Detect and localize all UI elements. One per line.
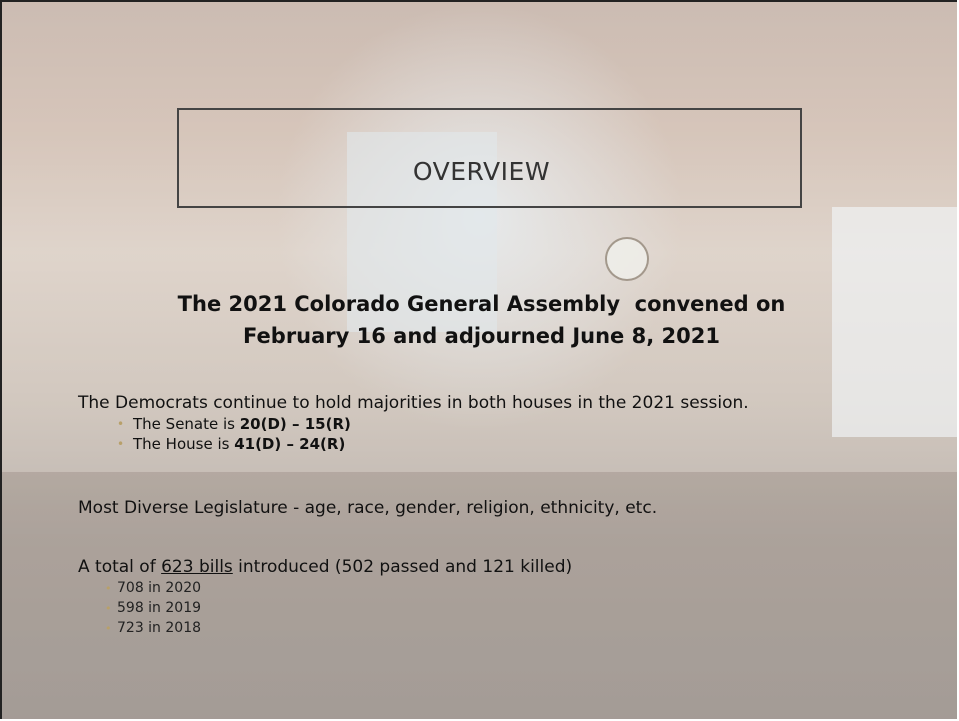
bullet: The Senate is 20(D) – 15(R) [133,415,351,433]
bullet: The House is 41(D) – 24(R) [133,435,345,453]
heading-line: February 16 and adjourned June 8, 2021 [2,324,957,348]
body-text: A total of [78,557,161,577]
bullet-emphasis: 20(D) – 15(R) [240,415,351,433]
heading-date: February 16 [243,324,386,348]
bullet: 723 in 2018 [117,620,201,636]
body-text: A total of 623 bills introduced (502 pas… [78,557,572,577]
body-text: introduced (502 passed and 121 killed) [233,557,572,577]
background-window [832,207,957,437]
bullet-emphasis: 41(D) – 24(R) [234,435,345,453]
bullet-text: The House is [133,435,234,453]
slide-title: OVERVIEW [2,157,957,186]
underlined-text: 623 bills [161,557,233,577]
body-text: Most Diverse Legislature - age, race, ge… [78,498,657,518]
slide: OVERVIEW The 2021 Colorado General Assem… [0,0,957,719]
bullet: 708 in 2020 [117,580,201,596]
bullet-text: The Senate is [133,415,240,433]
bullet: 598 in 2019 [117,600,201,616]
background-clock [605,237,649,281]
heading-text: and adjourned [386,324,572,348]
body-text: The Democrats continue to hold majoritie… [78,393,749,413]
heading-date: June 8, 2021 [572,324,720,348]
heading-line: The 2021 Colorado General Assembly conve… [2,292,957,316]
page: OVERVIEW The 2021 Colorado General Assem… [0,0,959,721]
